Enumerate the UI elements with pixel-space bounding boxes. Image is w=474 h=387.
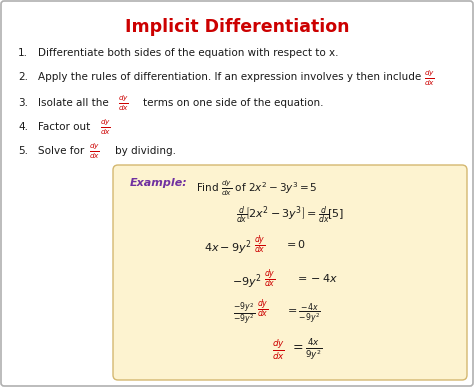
Text: by dividing.: by dividing. [115, 146, 176, 156]
Text: $\frac{dy}{dx}$: $\frac{dy}{dx}$ [264, 267, 275, 290]
Text: $=0$: $=0$ [284, 238, 306, 250]
Text: Implicit Differentiation: Implicit Differentiation [125, 18, 349, 36]
Text: $4x-9y^2$: $4x-9y^2$ [204, 238, 252, 257]
Text: Differentiate both sides of the equation with respect to x.: Differentiate both sides of the equation… [38, 48, 338, 58]
Text: $\frac{dy}{dx}$: $\frac{dy}{dx}$ [118, 93, 129, 113]
Text: 4.: 4. [18, 122, 28, 132]
FancyBboxPatch shape [113, 165, 467, 380]
Text: $\frac{dy}{dx}$: $\frac{dy}{dx}$ [100, 117, 111, 137]
Text: 3.: 3. [18, 98, 28, 108]
Text: Factor out: Factor out [38, 122, 90, 132]
Text: Find $\frac{dy}{dx}$ of $2x^2-3y^3=5$: Find $\frac{dy}{dx}$ of $2x^2-3y^3=5$ [196, 178, 318, 198]
Text: $=\frac{-4x}{-9y^2}$: $=\frac{-4x}{-9y^2}$ [285, 302, 321, 327]
Text: Example:: Example: [130, 178, 188, 188]
Text: Isolate all the: Isolate all the [38, 98, 109, 108]
Text: $\frac{dy}{dx}$: $\frac{dy}{dx}$ [257, 297, 269, 320]
Text: $\frac{d}{dx}\!\left[2x^2-3y^3\right]=\frac{d}{dx}\!\left[5\right]$: $\frac{d}{dx}\!\left[2x^2-3y^3\right]=\f… [236, 205, 344, 226]
Text: Solve for: Solve for [38, 146, 84, 156]
Text: $\frac{dy}{dx}$: $\frac{dy}{dx}$ [424, 68, 435, 88]
Text: terms on one side of the equation.: terms on one side of the equation. [143, 98, 323, 108]
Text: $\frac{dy}{dx}$: $\frac{dy}{dx}$ [254, 233, 265, 256]
Text: $=\frac{4x}{9y^2}$: $=\frac{4x}{9y^2}$ [290, 338, 323, 363]
Text: $=-4x$: $=-4x$ [295, 272, 338, 284]
Text: 2.: 2. [18, 72, 28, 82]
Text: Apply the rules of differentiation. If an expression involves y then include: Apply the rules of differentiation. If a… [38, 72, 421, 82]
Text: $\frac{dy}{dx}$: $\frac{dy}{dx}$ [89, 141, 100, 161]
Text: $\frac{-9y^2}{-9y^2}$: $\frac{-9y^2}{-9y^2}$ [233, 302, 255, 327]
Text: $\frac{dy}{dx}$: $\frac{dy}{dx}$ [272, 338, 285, 362]
Text: $-9y^2$: $-9y^2$ [232, 272, 262, 291]
Text: 1.: 1. [18, 48, 28, 58]
Text: 5.: 5. [18, 146, 28, 156]
